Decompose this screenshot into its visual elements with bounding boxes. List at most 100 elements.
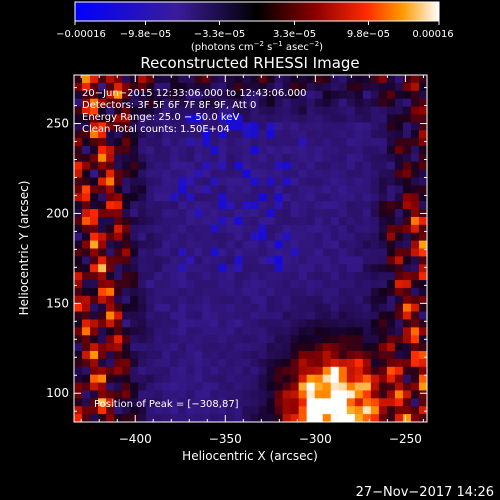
- heatmap-cell: [394, 177, 404, 186]
- heatmap-cell: [402, 145, 412, 155]
- heatmap-cell: [170, 161, 179, 171]
- heatmap-cell: [226, 145, 235, 155]
- heatmap-cell: [130, 201, 139, 210]
- heatmap-cell: [282, 382, 292, 391]
- heatmap-cell: [322, 106, 332, 115]
- heatmap-cell: [306, 256, 316, 265]
- heatmap-cell: [290, 177, 300, 186]
- heatmap-cell: [370, 185, 380, 194]
- heatmap-cell: [226, 209, 235, 218]
- heatmap-cell: [154, 169, 163, 178]
- heatmap-cell: [290, 209, 300, 218]
- heatmap-cell: [90, 106, 99, 115]
- heatmap-cell: [178, 98, 187, 107]
- heatmap-cell: [202, 193, 211, 202]
- heatmap-cell: [162, 382, 171, 391]
- heatmap-cell: [146, 169, 155, 178]
- heatmap-cell: [282, 248, 292, 257]
- heatmap-cell: [298, 327, 308, 336]
- heatmap-cell: [170, 248, 179, 257]
- heatmap-cell: [338, 209, 348, 218]
- heatmap-cell: [386, 390, 396, 399]
- heatmap-cell: [98, 311, 107, 320]
- heatmap-cell: [274, 177, 283, 186]
- heatmap-cell: [122, 209, 131, 218]
- heatmap-cell: [346, 295, 356, 305]
- heatmap-cell: [362, 343, 372, 352]
- heatmap-cell: [202, 319, 211, 328]
- heatmap-cell: [274, 138, 283, 147]
- heatmap-cell: [330, 138, 340, 147]
- heatmap-cell: [154, 106, 163, 115]
- heatmap-cell: [402, 248, 412, 257]
- heatmap-cell: [290, 366, 300, 376]
- heatmap-cell: [378, 358, 388, 368]
- heatmap-cell: [178, 185, 187, 194]
- heatmap-cell: [210, 287, 219, 297]
- heatmap-cell: [338, 311, 348, 320]
- heatmap-cell: [402, 114, 412, 123]
- heatmap-cell: [242, 414, 251, 422]
- heatmap-cell: [418, 374, 427, 383]
- heatmap-cell: [370, 256, 380, 265]
- heatmap-cell: [290, 122, 300, 131]
- heatmap-cell: [122, 106, 131, 115]
- heatmap-cell: [138, 185, 147, 194]
- heatmap-cell: [234, 256, 243, 265]
- heatmap-cell: [258, 161, 267, 171]
- heatmap-cell: [354, 311, 364, 320]
- heatmap-cell: [170, 138, 179, 147]
- heatmap-cell: [82, 256, 91, 265]
- heatmap-cell: [402, 82, 412, 92]
- heatmap-cell: [106, 90, 115, 100]
- heatmap-cell: [362, 303, 372, 312]
- heatmap-cell: [234, 169, 243, 178]
- heatmap-cell: [370, 130, 380, 139]
- heatmap-cell: [122, 138, 131, 147]
- heatmap-cell: [314, 358, 324, 368]
- heatmap-cell: [106, 335, 115, 344]
- heatmap-cell: [250, 240, 259, 249]
- heatmap-cell: [210, 343, 219, 352]
- heatmap-cell: [74, 90, 83, 100]
- heatmap-cell: [378, 414, 388, 422]
- heatmap-cell: [258, 311, 267, 320]
- heatmap-cell: [234, 248, 243, 257]
- heatmap-cell: [114, 145, 123, 155]
- heatmap-cell: [346, 406, 356, 415]
- heatmap-cell: [82, 185, 91, 194]
- heatmap-cell: [210, 390, 219, 399]
- heatmap-cell: [330, 232, 340, 242]
- heatmap-cell: [162, 390, 171, 399]
- heatmap-cell: [362, 169, 372, 178]
- heatmap-cell: [154, 414, 163, 422]
- heatmap-cell: [250, 185, 259, 194]
- heatmap-cell: [386, 145, 396, 155]
- heatmap-cell: [418, 240, 427, 249]
- heatmap-cell: [346, 209, 356, 218]
- heatmap-cell: [114, 366, 123, 376]
- heatmap-cell: [186, 264, 195, 273]
- heatmap-cell: [370, 82, 380, 92]
- heatmap-cell: [202, 90, 211, 100]
- heatmap-cell: [74, 138, 83, 147]
- heatmap-cell: [306, 232, 316, 242]
- heatmap-cell: [410, 264, 420, 273]
- heatmap-cell: [410, 335, 420, 344]
- heatmap-cell: [258, 287, 267, 297]
- heatmap-cell: [298, 295, 308, 305]
- heatmap-cell: [418, 185, 427, 194]
- heatmap-cell: [346, 248, 356, 257]
- heatmap-cell: [210, 106, 219, 115]
- heatmap-cell: [146, 335, 155, 344]
- heatmap-cell: [394, 414, 404, 422]
- heatmap-cell: [114, 122, 123, 131]
- heatmap-cell: [202, 351, 211, 360]
- heatmap-cell: [298, 209, 308, 218]
- heatmap-cell: [362, 374, 372, 383]
- heatmap-cell: [114, 232, 123, 242]
- heatmap-cell: [338, 327, 348, 336]
- heatmap-cell: [130, 351, 139, 360]
- heatmap-cell: [138, 295, 147, 305]
- heatmap-cell: [306, 390, 316, 399]
